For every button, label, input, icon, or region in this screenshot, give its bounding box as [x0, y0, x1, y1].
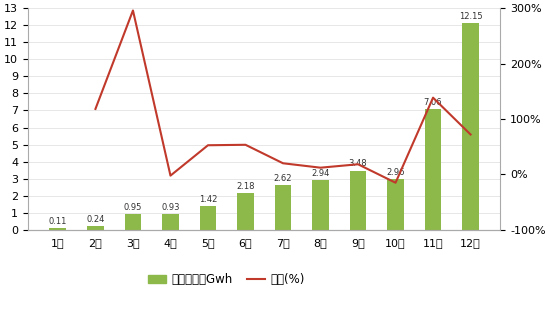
Bar: [387, 179, 404, 230]
Bar: [462, 23, 479, 230]
Bar: [87, 226, 104, 230]
Bar: [312, 180, 329, 230]
Text: 2.94: 2.94: [311, 169, 329, 178]
Text: 1.42: 1.42: [199, 195, 217, 204]
Text: 12.15: 12.15: [459, 12, 482, 20]
Text: 0.11: 0.11: [49, 217, 67, 226]
Text: 2.62: 2.62: [274, 174, 292, 183]
Bar: [50, 228, 67, 230]
Bar: [350, 171, 366, 230]
Text: 0.95: 0.95: [124, 203, 142, 212]
Bar: [200, 206, 216, 230]
Bar: [274, 185, 292, 230]
Bar: [162, 214, 179, 230]
Text: 0.93: 0.93: [161, 203, 180, 212]
Text: 2.18: 2.18: [236, 182, 255, 191]
Legend: 月度合计：Gwh, 环比(%): 月度合计：Gwh, 环比(%): [143, 268, 310, 291]
Text: 7.06: 7.06: [424, 98, 442, 108]
Text: 2.96: 2.96: [386, 168, 405, 177]
Text: 3.48: 3.48: [349, 160, 367, 168]
Bar: [237, 193, 254, 230]
Bar: [124, 214, 141, 230]
Text: 0.24: 0.24: [86, 215, 104, 224]
Bar: [425, 110, 442, 230]
